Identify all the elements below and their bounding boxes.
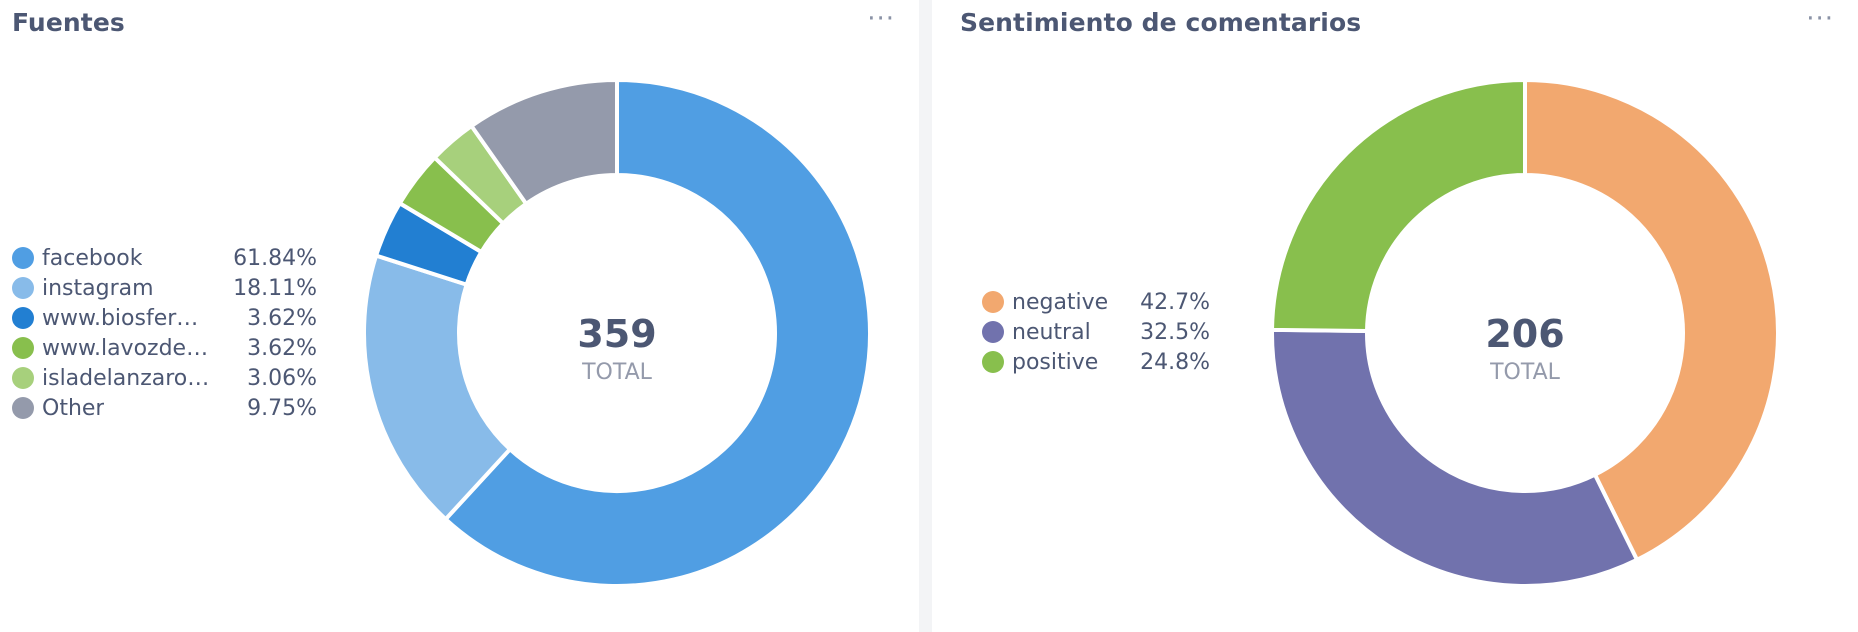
legend-value: 3.06% <box>247 365 317 391</box>
legend-label: positive <box>1012 349 1099 375</box>
more-options-icon[interactable]: ··· <box>867 4 895 34</box>
legend-item-positive[interactable]: positive 24.8% <box>982 347 1210 377</box>
fuentes-legend: facebook 61.84% instagram 18.11% www.biosfer… <box>12 243 317 423</box>
legend-swatch <box>982 351 1004 373</box>
legend-value: 3.62% <box>247 335 317 361</box>
sentimiento-legend: negative 42.7% neutral 32.5% positive 24.8% <box>982 287 1210 377</box>
legend-value: 18.11% <box>233 275 317 301</box>
legend-swatch <box>12 367 34 389</box>
legend-swatch <box>12 397 34 419</box>
legend-item-instagram[interactable]: instagram 18.11% <box>12 273 317 303</box>
card-divider <box>919 0 932 632</box>
slice-positive[interactable] <box>1269 77 1527 334</box>
sentimiento-donut-chart: 206 TOTAL <box>1269 77 1780 588</box>
legend-label: instagram <box>42 275 154 301</box>
slice-other[interactable] <box>468 77 619 207</box>
fuentes-card: Fuentes ··· facebook 61.84% instagram 18.11… <box>0 0 919 632</box>
total-value: 359 <box>577 312 656 356</box>
total-label: TOTAL <box>1489 360 1561 385</box>
legend-value: 3.62% <box>247 305 317 331</box>
legend-label: neutral <box>1012 319 1091 345</box>
legend-item-www-biosfer[interactable]: www.biosfer… 3.62% <box>12 303 317 333</box>
legend-value: 32.5% <box>1140 319 1210 345</box>
legend-item-other[interactable]: Other 9.75% <box>12 393 317 423</box>
legend-value: 9.75% <box>247 395 317 421</box>
fuentes-donut-chart: 359 TOTAL <box>362 77 872 588</box>
sentimiento-card: Sentimiento de comentarios ··· negative 4… <box>932 0 1858 632</box>
legend-label: facebook <box>42 245 143 271</box>
legend-value: 61.84% <box>233 245 317 271</box>
legend-swatch <box>12 247 34 269</box>
legend-swatch <box>982 321 1004 343</box>
legend-item-negative[interactable]: negative 42.7% <box>982 287 1210 317</box>
legend-item-facebook[interactable]: facebook 61.84% <box>12 243 317 273</box>
card-title: Fuentes <box>12 8 125 37</box>
legend-value: 24.8% <box>1140 349 1210 375</box>
total-value: 206 <box>1485 312 1564 356</box>
legend-swatch <box>982 291 1004 313</box>
legend-label: www.lavozde… <box>42 335 209 361</box>
legend-item-neutral[interactable]: neutral 32.5% <box>982 317 1210 347</box>
legend-swatch <box>12 277 34 299</box>
slice-negative[interactable] <box>1523 77 1780 563</box>
slice-neutral[interactable] <box>1270 327 1640 588</box>
legend-label: negative <box>1012 289 1109 315</box>
card-title: Sentimiento de comentarios <box>960 8 1362 37</box>
legend-label: isladelanzaro… <box>42 365 210 391</box>
legend-value: 42.7% <box>1140 289 1210 315</box>
slice-facebook[interactable] <box>442 77 872 588</box>
legend-item-isladelanzaro[interactable]: isladelanzaro… 3.06% <box>12 363 317 393</box>
legend-swatch <box>12 337 34 359</box>
legend-item-www-lavozde[interactable]: www.lavozde… 3.62% <box>12 333 317 363</box>
more-options-icon[interactable]: ··· <box>1806 4 1834 34</box>
total-label: TOTAL <box>581 360 653 385</box>
legend-swatch <box>12 307 34 329</box>
legend-label: Other <box>42 395 105 421</box>
legend-label: www.biosfer… <box>42 305 199 331</box>
